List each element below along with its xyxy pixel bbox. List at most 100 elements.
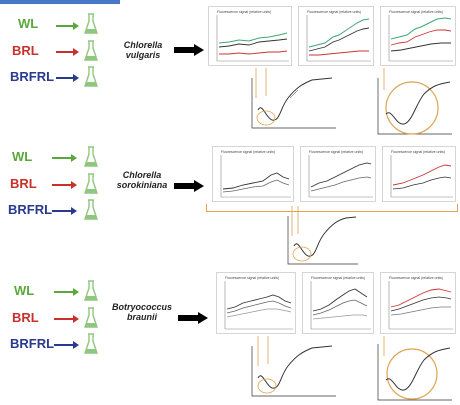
series-line	[390, 306, 451, 316]
big-arrow-icon	[174, 44, 204, 56]
chart-panel: Fluorescence signal (relative units)	[216, 272, 296, 334]
induction-curve-diagram	[287, 206, 358, 265]
series-line	[312, 288, 368, 312]
circle-annotation-icon	[257, 378, 277, 394]
species-name-line1: Chlorella	[122, 170, 162, 180]
panel-title: Fluorescence signal (relative units)	[221, 150, 276, 154]
condition-label-brfrl: BRFRL	[10, 69, 55, 84]
series-line	[226, 300, 292, 314]
line-chart	[308, 155, 373, 198]
flask-icon	[84, 40, 98, 61]
chart-panel: Fluorescence signal (relative units)	[208, 6, 292, 66]
arrow-right-icon	[56, 74, 79, 82]
arrow-right-icon	[52, 207, 77, 215]
series-line	[392, 164, 452, 186]
panel-title: Fluorescence signal (relative units)	[389, 10, 444, 14]
arrow-right-icon	[54, 288, 79, 296]
series-line	[390, 288, 452, 308]
line-chart	[310, 281, 371, 330]
line-chart	[388, 281, 453, 330]
series-line	[392, 176, 452, 190]
condition-label-brl: BRL	[10, 176, 37, 191]
species-name-line1: Chlorella	[123, 40, 163, 50]
series-line	[222, 172, 290, 190]
arrow-right-icon	[56, 22, 79, 30]
condition-label-brl: BRL	[12, 310, 39, 325]
series-line	[312, 299, 368, 316]
condition-label-brfrl: BRFRL	[10, 336, 55, 351]
series-line	[390, 17, 452, 40]
big-arrow-icon	[178, 312, 208, 324]
series-line	[312, 314, 368, 320]
series-line	[310, 162, 372, 188]
panel-title: Fluorescence signal (relative units)	[309, 150, 364, 154]
line-chart	[390, 155, 453, 198]
circle-annotation-icon	[385, 81, 439, 135]
chart-panel: Fluorescence signal (relative units)	[382, 146, 456, 202]
species-label: Botryococcus braunii	[110, 302, 174, 322]
flask-icon	[84, 146, 98, 167]
species-label: Chlorella sorokiniana	[114, 170, 170, 190]
chart-panel: Fluorescence signal (relative units)	[380, 272, 456, 334]
species-name-line2: sorokiniana	[116, 180, 168, 190]
line-chart	[220, 155, 291, 198]
chart-panel: Fluorescence signal (relative units)	[298, 6, 374, 66]
panel-title: Fluorescence signal (relative units)	[307, 10, 362, 14]
panel-title: Fluorescence signal (relative units)	[389, 276, 444, 280]
flask-icon	[84, 173, 98, 194]
flask-icon	[84, 333, 98, 354]
condition-label-wl: WL	[12, 149, 33, 164]
condition-label-brl: BRL	[12, 43, 39, 58]
series-line	[218, 32, 288, 44]
induction-curve-diagram	[377, 336, 452, 401]
arrow-right-icon	[54, 341, 79, 349]
induction-curve-diagram	[377, 68, 452, 135]
series-line	[390, 296, 452, 312]
panel-title: Fluorescence signal (relative units)	[391, 150, 446, 154]
chart-panel: Fluorescence signal (relative units)	[380, 6, 456, 66]
species-label: Chlorella vulgaris	[116, 40, 170, 60]
series-line	[222, 179, 290, 193]
line-chart	[388, 15, 453, 62]
induction-curve-diagram	[251, 68, 336, 129]
series-line	[218, 38, 288, 48]
series-line	[390, 29, 452, 46]
flask-icon	[84, 13, 98, 34]
line-chart	[224, 281, 293, 330]
species-name-line2: vulgaris	[125, 50, 161, 60]
species-name-line1: Botryococcus	[111, 302, 173, 312]
header-accent-bar	[0, 0, 120, 4]
series-line	[219, 50, 288, 55]
chart-panel: Fluorescence signal (relative units)	[300, 146, 376, 202]
condition-label-wl: WL	[14, 283, 35, 298]
induction-curve-diagram	[251, 336, 336, 397]
flask-icon	[84, 280, 98, 301]
arrow-right-icon	[56, 48, 79, 56]
panel-title: Fluorescence signal (relative units)	[225, 276, 280, 280]
series-line	[308, 18, 370, 48]
bracket-annotation	[206, 204, 458, 212]
series-line	[226, 308, 292, 318]
series-line	[308, 27, 370, 52]
panel-title: Fluorescence signal (relative units)	[217, 10, 272, 14]
arrow-right-icon	[52, 154, 77, 162]
arrow-right-icon	[54, 315, 79, 323]
panel-title: Fluorescence signal (relative units)	[311, 276, 366, 280]
series-line	[390, 42, 451, 52]
line-chart	[306, 15, 371, 62]
flask-icon	[84, 307, 98, 328]
species-name-line2: braunii	[126, 312, 157, 322]
condition-label-brfrl: BRFRL	[8, 202, 53, 217]
series-line	[226, 294, 292, 310]
series-line	[309, 50, 369, 56]
chart-panel: Fluorescence signal (relative units)	[212, 146, 294, 202]
arrow-right-icon	[52, 181, 77, 189]
flask-icon	[84, 66, 98, 87]
series-line	[310, 176, 372, 192]
flask-icon	[84, 199, 98, 220]
circle-annotation-icon	[292, 246, 312, 262]
line-chart	[216, 15, 289, 62]
circle-annotation-icon	[386, 348, 438, 400]
circle-annotation-icon	[256, 110, 276, 126]
condition-label-wl: WL	[18, 16, 39, 31]
